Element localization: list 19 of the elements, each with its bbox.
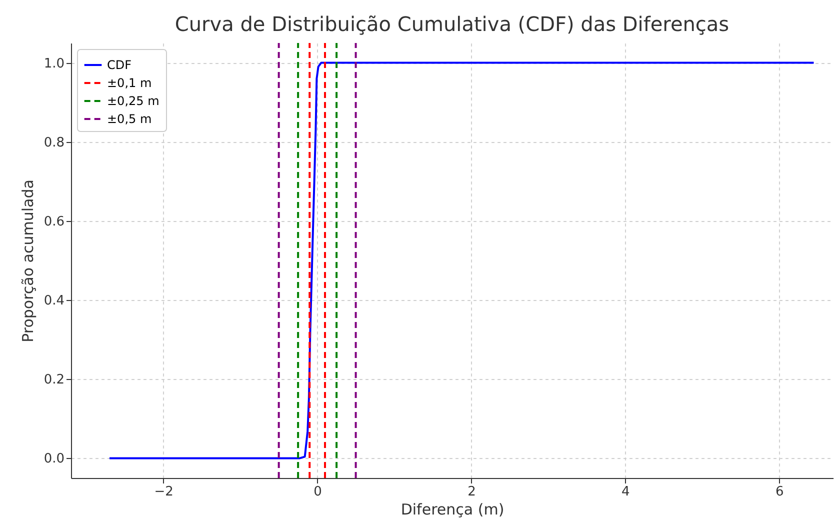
x-tick-label: 0 xyxy=(314,484,322,500)
legend-label: ±0,5 m xyxy=(107,112,152,126)
y-tick-label: 1.0 xyxy=(44,56,64,72)
x-axis-title: Diferença (m) xyxy=(400,500,504,518)
y-tick-label: 0.4 xyxy=(44,294,64,309)
y-tick-label: 0.8 xyxy=(44,135,64,150)
y-tick-label: 0.2 xyxy=(44,372,64,388)
x-tick-label: 6 xyxy=(775,484,784,500)
x-tick-label: 2 xyxy=(468,484,476,500)
y-axis-title: Proporção acumulada xyxy=(18,180,37,342)
x-tick-label: 4 xyxy=(622,484,630,500)
legend-label: ±0,25 m xyxy=(107,94,160,108)
legend-label: ±0,1 m xyxy=(107,76,152,90)
chart-title: Curva de Distribuição Cumulativa (CDF) das Diferenças xyxy=(174,12,730,36)
y-tick-label: 0.6 xyxy=(44,214,64,230)
y-tick-label: 0.0 xyxy=(44,452,64,467)
line-series xyxy=(108,62,815,460)
x-tick-label: −2 xyxy=(154,484,174,500)
legend-label: CDF xyxy=(107,58,132,72)
